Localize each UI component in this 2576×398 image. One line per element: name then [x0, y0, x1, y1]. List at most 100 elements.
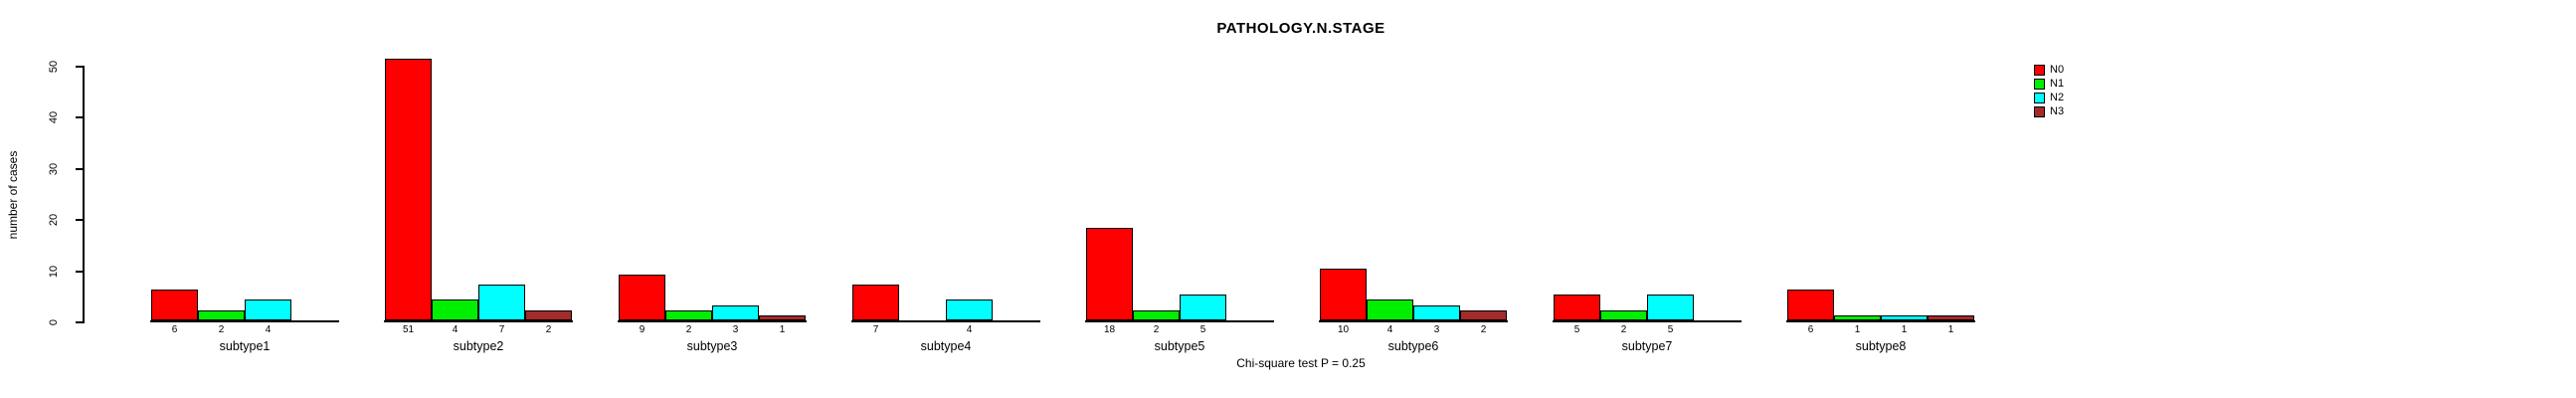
chi-square-caption: Chi-square test P = 0.25	[1236, 356, 1366, 370]
bar-value-label: 1	[1854, 324, 1861, 335]
category-label-subtype6: subtype6	[1387, 339, 1439, 353]
y-axis-tick-label: 20	[48, 213, 60, 227]
legend-item-N1: N1	[2034, 79, 2064, 90]
category-label-subtype1: subtype1	[219, 339, 271, 353]
x-axis-line	[150, 320, 339, 322]
bar-value-label: 18	[1103, 324, 1116, 335]
category-label-subtype3: subtype3	[686, 339, 738, 353]
legend-item-N2: N2	[2034, 93, 2064, 103]
legend-label-N0: N0	[2050, 64, 2065, 76]
bar-subtype8-N3	[1928, 315, 1974, 320]
bar-subtype1-N1	[198, 310, 245, 320]
legend-item-N0: N0	[2034, 65, 2064, 76]
bar-value-label: 2	[1153, 324, 1160, 335]
legend-label-N3: N3	[2050, 105, 2065, 117]
bar-value-label: 4	[966, 324, 973, 335]
bar-value-label: 6	[1807, 324, 1814, 335]
legend-label-N2: N2	[2050, 92, 2065, 103]
bar-value-label: 5	[1573, 324, 1580, 335]
chart-title: PATHOLOGY.N.STAGE	[1216, 20, 1385, 37]
bar-subtype7-N2	[1647, 295, 1694, 320]
bar-subtype5-N2	[1180, 295, 1226, 320]
y-axis-tick	[76, 270, 84, 273]
bar-value-label: 1	[779, 324, 786, 335]
x-axis-line	[1786, 320, 1975, 322]
bar-value-label: 10	[1337, 324, 1350, 335]
bar-subtype2-N2	[478, 285, 525, 320]
y-axis-tick	[76, 65, 84, 68]
bar-subtype2-N0	[385, 59, 432, 320]
bar-value-label: 1	[1947, 324, 1954, 335]
y-axis-tick	[76, 116, 84, 118]
y-axis-tick	[76, 321, 84, 323]
x-axis-line	[1553, 320, 1742, 322]
bar-subtype1-N0	[151, 290, 198, 320]
bar-subtype3-N3	[759, 315, 806, 320]
bar-value-label: 3	[732, 324, 739, 335]
bar-subtype7-N0	[1554, 295, 1600, 320]
bar-value-label: 3	[1433, 324, 1440, 335]
bar-subtype4-N0	[852, 285, 899, 320]
bar-subtype2-N1	[432, 299, 478, 320]
category-label-subtype7: subtype7	[1621, 339, 1673, 353]
bar-subtype2-N3	[525, 310, 572, 320]
x-axis-line	[1085, 320, 1274, 322]
bar-value-label: 5	[1199, 324, 1206, 335]
category-label-subtype5: subtype5	[1154, 339, 1205, 353]
y-axis-tick	[76, 219, 84, 221]
bar-subtype8-N0	[1787, 290, 1834, 320]
y-axis-tick	[76, 167, 84, 170]
bar-value-label: 2	[1620, 324, 1627, 335]
bar-subtype7-N1	[1600, 310, 1647, 320]
legend-label-N1: N1	[2050, 78, 2065, 90]
bar-subtype8-N2	[1881, 315, 1928, 320]
bar-subtype6-N0	[1320, 269, 1367, 320]
category-label-subtype8: subtype8	[1855, 339, 1907, 353]
legend-item-N3: N3	[2034, 106, 2064, 117]
legend-swatch-N2	[2034, 93, 2045, 103]
bar-value-label: 4	[265, 324, 272, 335]
bar-value-label: 2	[1480, 324, 1487, 335]
y-axis-tick-label: 10	[48, 265, 60, 278]
bar-value-label: 5	[1667, 324, 1674, 335]
legend: N0 N1 N2 N3	[2034, 65, 2064, 117]
bar-subtype1-N2	[245, 299, 291, 320]
bar-subtype5-N1	[1133, 310, 1180, 320]
category-label-subtype4: subtype4	[920, 339, 972, 353]
bar-subtype8-N1	[1834, 315, 1881, 320]
bar-subtype6-N3	[1460, 310, 1507, 320]
bar-subtype3-N0	[619, 275, 665, 320]
y-axis-tick-label: 30	[48, 162, 60, 175]
bar-value-label: 6	[171, 324, 178, 335]
bar-value-label: 51	[402, 324, 415, 335]
bar-subtype3-N1	[665, 310, 712, 320]
y-axis-tick-label: 0	[48, 318, 60, 326]
bar-subtype5-N0	[1086, 228, 1133, 320]
x-axis-line	[851, 320, 1040, 322]
bar-value-label: 2	[218, 324, 225, 335]
x-axis-line	[1319, 320, 1508, 322]
bar-subtype4-N2	[946, 299, 993, 320]
bar-value-label: 1	[1901, 324, 1908, 335]
y-axis-label: number of cases	[6, 150, 20, 240]
bar-value-label: 4	[452, 324, 459, 335]
bar-value-label: 2	[685, 324, 692, 335]
y-axis-tick-label: 50	[48, 60, 60, 73]
x-axis-line	[618, 320, 807, 322]
bar-subtype6-N1	[1367, 299, 1413, 320]
y-axis-line	[83, 65, 85, 323]
legend-swatch-N0	[2034, 65, 2045, 76]
bar-value-label: 7	[498, 324, 505, 335]
bar-subtype3-N2	[712, 305, 759, 320]
legend-swatch-N3	[2034, 106, 2045, 117]
category-label-subtype2: subtype2	[453, 339, 504, 353]
bar-value-label: 7	[872, 324, 879, 335]
y-axis-tick-label: 40	[48, 110, 60, 124]
bar-subtype6-N2	[1413, 305, 1460, 320]
bar-value-label: 4	[1386, 324, 1393, 335]
x-axis-line	[384, 320, 573, 322]
bar-value-label: 2	[545, 324, 552, 335]
bar-value-label: 9	[639, 324, 645, 335]
legend-swatch-N1	[2034, 79, 2045, 90]
